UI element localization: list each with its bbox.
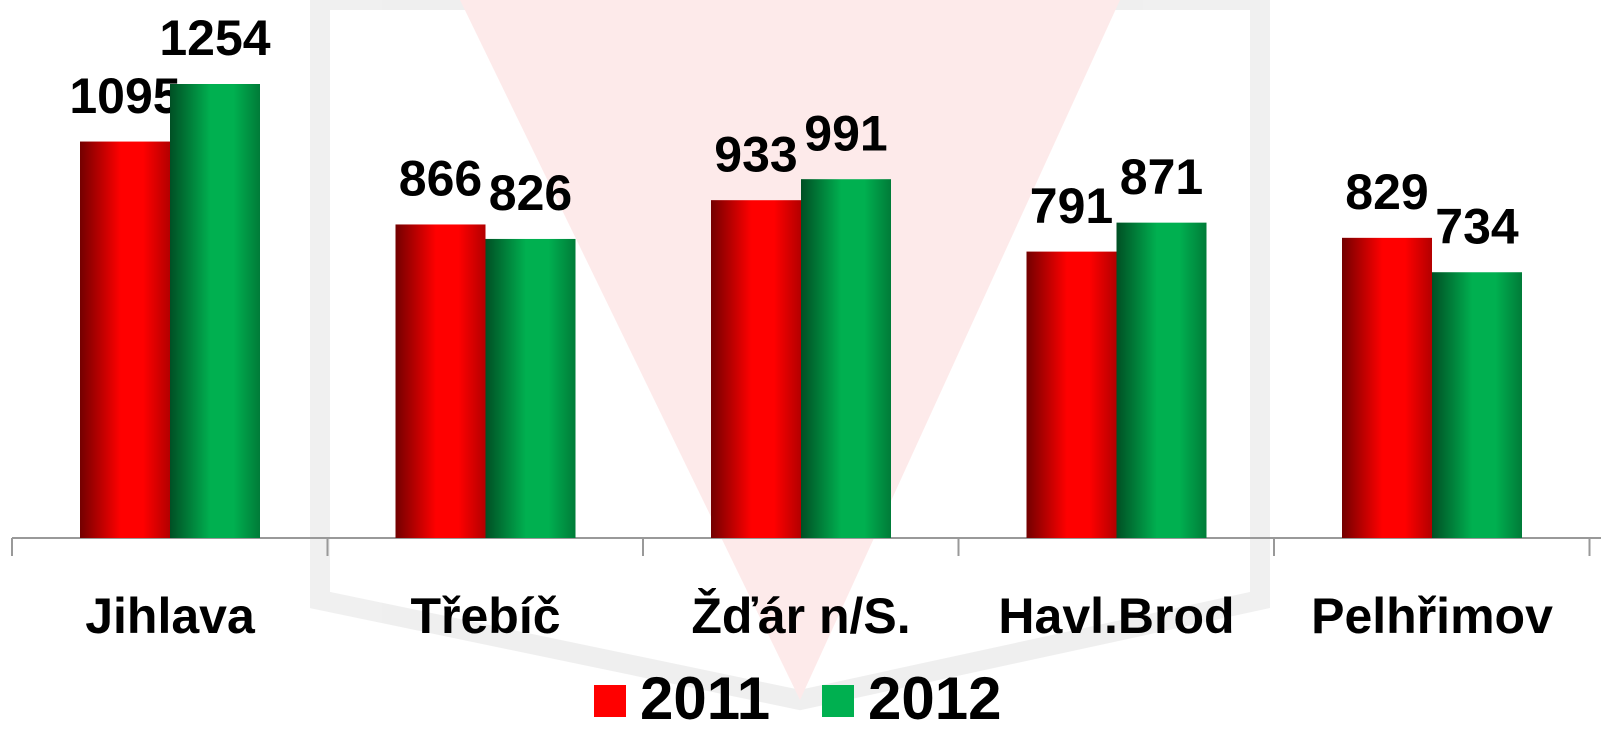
legend-swatch (822, 685, 854, 717)
bar-shade (170, 84, 260, 538)
value-label: 933 (714, 126, 797, 182)
chart: 10951254 Jihlava 866826 Třebíč 933991 Žďár n/… (0, 0, 1601, 739)
x-tick-label: Žďár n/S. (691, 588, 910, 644)
bar-shade (1342, 238, 1432, 538)
x-tick-label: Jihlava (85, 588, 256, 644)
bar-shade (711, 200, 801, 538)
legend-label: 2012 (868, 665, 1001, 732)
legend-label: 2011 (640, 665, 770, 732)
value-label: 991 (804, 105, 887, 161)
value-label: 866 (399, 151, 482, 207)
bar-shade (396, 224, 486, 538)
value-label: 734 (1435, 198, 1519, 254)
x-tick-label: Třebíč (410, 588, 560, 644)
bar-shade (486, 239, 576, 538)
value-label: 826 (489, 165, 572, 221)
bar-shade (801, 179, 891, 538)
value-label: 1095 (69, 68, 180, 124)
x-tick-label: Havl.Brod (998, 588, 1234, 644)
bar-shade (1027, 252, 1117, 538)
bar-shade (1117, 223, 1207, 538)
value-label: 791 (1030, 178, 1113, 234)
value-label: 829 (1345, 164, 1428, 220)
bar-shade (80, 142, 170, 538)
value-label: 1254 (159, 10, 270, 66)
bar-shade (1432, 272, 1522, 538)
page: 10951254 Jihlava 866826 Třebíč 933991 Žďár n/… (0, 0, 1601, 739)
x-tick-label: Pelhřimov (1311, 588, 1553, 644)
legend-swatch (594, 685, 626, 717)
value-label: 871 (1120, 149, 1203, 205)
